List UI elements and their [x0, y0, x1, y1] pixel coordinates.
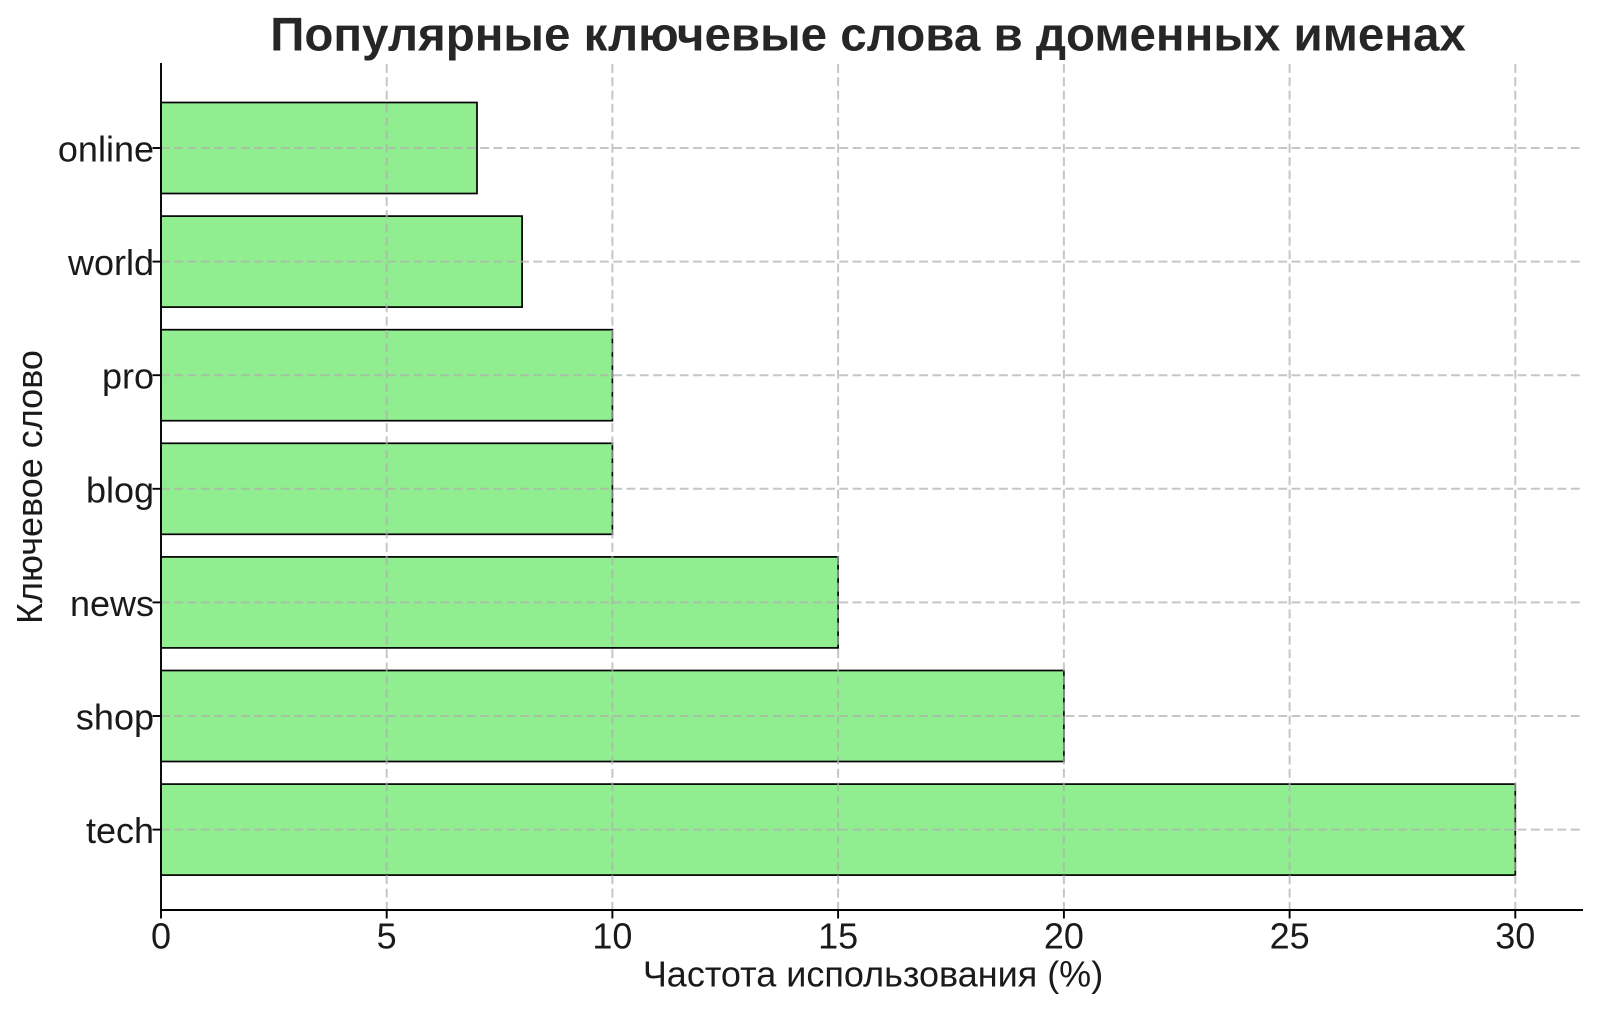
svg-text:pro: pro	[102, 356, 154, 397]
svg-text:Ключевое слово: Ключевое слово	[9, 350, 50, 624]
svg-text:blog: blog	[86, 469, 154, 510]
svg-text:shop: shop	[76, 697, 154, 738]
svg-text:Частота использования (%): Частота использования (%)	[643, 954, 1103, 995]
svg-text:10: 10	[592, 916, 632, 957]
svg-text:5: 5	[377, 916, 397, 957]
svg-text:20: 20	[1044, 916, 1084, 957]
svg-text:Популярные ключевые слова в до: Популярные ключевые слова в доменных име…	[270, 9, 1466, 62]
svg-text:25: 25	[1270, 916, 1310, 957]
svg-text:30: 30	[1495, 916, 1535, 957]
svg-text:world: world	[67, 242, 154, 283]
svg-text:news: news	[70, 583, 154, 624]
svg-text:online: online	[58, 129, 154, 170]
svg-text:tech: tech	[86, 810, 154, 851]
svg-text:0: 0	[151, 916, 171, 957]
svg-text:15: 15	[818, 916, 858, 957]
